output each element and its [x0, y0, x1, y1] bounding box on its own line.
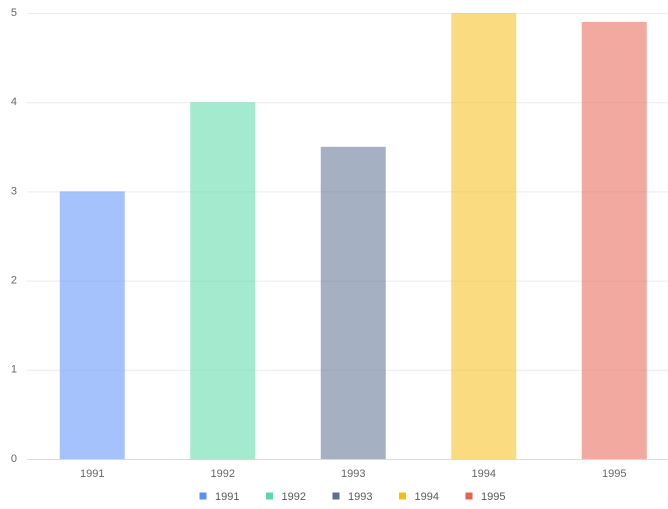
legend-label: 1994	[415, 491, 439, 503]
legend-label: 1991	[215, 491, 239, 503]
legend-marker	[199, 492, 207, 500]
x-tick-label: 1991	[80, 468, 104, 480]
legend-label: 1993	[348, 491, 372, 503]
bar	[59, 191, 125, 459]
y-tick-label: 2	[11, 275, 17, 287]
bar	[451, 13, 517, 459]
y-tick-label: 4	[11, 96, 17, 108]
legend-label: 1995	[481, 491, 505, 503]
x-tick-label: 1995	[602, 468, 626, 480]
legend-marker	[332, 492, 340, 500]
bar	[320, 146, 386, 460]
x-tick-label: 1994	[472, 468, 496, 480]
legend-marker	[465, 492, 473, 500]
bar	[190, 102, 256, 459]
legend-label: 1992	[282, 491, 306, 503]
x-tick-label: 1993	[341, 468, 365, 480]
legend-marker	[399, 492, 406, 500]
legend-marker	[266, 492, 273, 500]
x-tick-label: 1992	[211, 468, 235, 480]
y-tick-label: 5	[11, 7, 17, 19]
y-tick-label: 1	[11, 364, 17, 376]
y-tick-label: 0	[11, 453, 17, 465]
bar	[581, 21, 647, 459]
y-tick-label: 3	[11, 185, 17, 197]
